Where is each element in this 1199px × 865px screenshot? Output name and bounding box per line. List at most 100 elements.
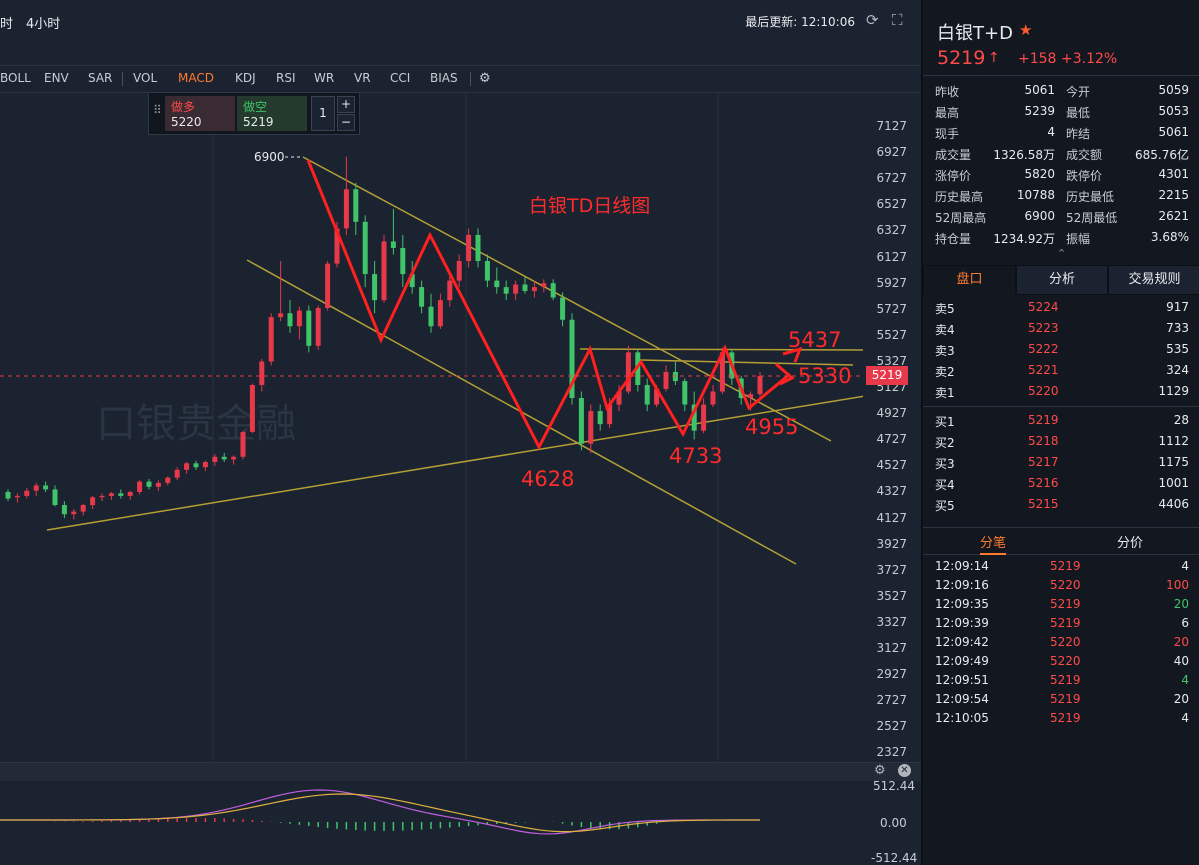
bid-level: 买5: [935, 499, 955, 513]
candle-body: [494, 280, 500, 288]
stats-table: 昨收 5061 今开 5059 最高 5239 最低 5053 现手 4 昨结 5061 成交量 1326…: [923, 75, 1199, 248]
price-axis-tick: 4727: [876, 432, 907, 447]
stats-row: 成交量 1326.58万 成交额 685.76亿: [923, 146, 1199, 167]
tick-row: 12:09:54 5219 20: [923, 692, 1199, 711]
timeframe-4h[interactable]: 4小时: [26, 17, 61, 32]
candle-body: [672, 371, 678, 382]
price-axis-tick: 6127: [876, 249, 907, 264]
candle-body: [127, 492, 133, 496]
stat-value: 1234.92万: [993, 232, 1055, 246]
timeframe-hour[interactable]: 时: [0, 17, 14, 32]
tick-time: 12:09:42: [935, 635, 989, 649]
orderbook-bid-row: 买5 5215 4406: [923, 497, 1199, 518]
tick-row: 12:09:16 5220 100: [923, 578, 1199, 597]
arrow-down-head: [775, 362, 795, 386]
stat-label: 52周最高: [935, 211, 987, 225]
ask-volume: 535: [1166, 342, 1189, 356]
indicator-bar: BOLL ENV SAR VOL MACD KDJ RSI WR VR CCI …: [0, 65, 921, 93]
favorite-star-icon[interactable]: ★: [1019, 21, 1033, 39]
short-button[interactable]: 做空 5219: [237, 96, 307, 131]
stat-label: 昨结: [1066, 127, 1091, 141]
indicator-vr[interactable]: VR: [354, 71, 371, 85]
candle-body: [381, 241, 387, 301]
drag-handle-icon[interactable]: ⠿: [153, 103, 162, 117]
tick-volume: 4: [1181, 673, 1189, 687]
candle-body: [33, 485, 39, 491]
stats-row: 昨收 5061 今开 5059: [923, 83, 1199, 104]
ask-level: 卖1: [935, 386, 955, 400]
refresh-icon[interactable]: ⟳: [866, 11, 879, 29]
candle-body: [691, 404, 697, 431]
indicator-macd[interactable]: MACD: [178, 71, 214, 85]
trade-panel: ⠿ 做多 5220 做空 5219 1 + −: [148, 92, 360, 135]
price-axis-tick: 2527: [876, 719, 907, 734]
stats-row: 52周最高 6900 52周最低 2621: [923, 209, 1199, 230]
macd-close-icon[interactable]: ✕: [898, 764, 911, 777]
indicator-env[interactable]: ENV: [44, 71, 69, 85]
stats-row: 现手 4 昨结 5061: [923, 125, 1199, 146]
stat-label: 持仓量: [935, 232, 972, 246]
arrow-up-head: [782, 346, 803, 363]
long-button[interactable]: 做多 5220: [165, 96, 235, 131]
candle-body: [165, 477, 171, 483]
tick-time: 12:09:49: [935, 654, 989, 668]
tab-price-distribution[interactable]: 分价: [1117, 536, 1144, 551]
indicator-rsi[interactable]: RSI: [276, 71, 296, 85]
stat-value: 5061: [1158, 125, 1189, 139]
bid-volume: 1001: [1158, 476, 1189, 490]
stats-row: 最高 5239 最低 5053: [923, 104, 1199, 125]
indicator-bias[interactable]: BIAS: [430, 71, 458, 85]
ask-price: 5221: [1028, 363, 1059, 377]
fullscreen-icon[interactable]: ⛶: [892, 11, 903, 29]
macd-settings-icon[interactable]: ⚙: [874, 763, 886, 778]
candle-body: [484, 261, 490, 281]
candle-body: [757, 375, 763, 395]
candle-body: [475, 234, 481, 262]
quantity-input[interactable]: 1: [311, 96, 335, 131]
tab-rules[interactable]: 交易规则: [1108, 265, 1199, 295]
candle-body: [202, 461, 208, 468]
candle-body: [5, 492, 11, 499]
tab-analysis[interactable]: 分析: [1016, 265, 1108, 295]
candle-body: [52, 489, 58, 506]
price-change: +158: [1018, 51, 1057, 67]
candle-body: [240, 431, 246, 457]
candle-body: [108, 493, 114, 496]
candle-body: [90, 497, 96, 506]
price-axis-tick: 6727: [876, 171, 907, 186]
indicator-sar[interactable]: SAR: [88, 71, 113, 85]
tick-price: 5220: [1050, 635, 1081, 649]
gear-icon[interactable]: ⚙: [479, 71, 491, 86]
candle-body: [43, 485, 49, 490]
bid-volume: 4406: [1158, 497, 1189, 511]
candle-body: [682, 381, 688, 405]
chart-toolbar: 时 4小时 最后更新: 12:10:06 ⟳ ⛶: [0, 0, 921, 42]
stat-value: 5061: [1024, 83, 1055, 97]
trendline: [639, 359, 854, 366]
tab-ticks[interactable]: 分笔: [980, 532, 1007, 555]
indicator-vol[interactable]: VOL: [133, 71, 158, 85]
ask-level: 卖4: [935, 323, 955, 337]
candle-body: [259, 361, 265, 385]
stat-value: 10788: [1016, 188, 1055, 202]
tick-time: 12:09:16: [935, 578, 989, 592]
indicator-wr[interactable]: WR: [314, 71, 335, 85]
candle-body: [306, 310, 312, 346]
price-axis-tick: 5327: [876, 353, 907, 368]
indicator-kdj[interactable]: KDJ: [235, 71, 256, 85]
price-axis-tick: 2327: [876, 745, 907, 760]
stat-label: 现手: [935, 127, 960, 141]
annotation-4733: 4733: [669, 444, 722, 468]
quantity-plus-button[interactable]: +: [337, 96, 355, 113]
tick-volume: 100: [1166, 578, 1189, 592]
annotation-4628: 4628: [521, 467, 574, 491]
indicator-cci[interactable]: CCI: [390, 71, 411, 85]
price-axis-tick: 3927: [876, 536, 907, 551]
quantity-minus-button[interactable]: −: [337, 114, 355, 131]
indicator-boll[interactable]: BOLL: [0, 71, 31, 85]
stat-label: 成交额: [1066, 148, 1103, 162]
collapse-icon[interactable]: ⌃: [1057, 247, 1067, 260]
tab-orderbook[interactable]: 盘口: [923, 265, 1016, 294]
bid-level: 买1: [935, 415, 955, 429]
price-axis-tick: 4927: [876, 406, 907, 421]
